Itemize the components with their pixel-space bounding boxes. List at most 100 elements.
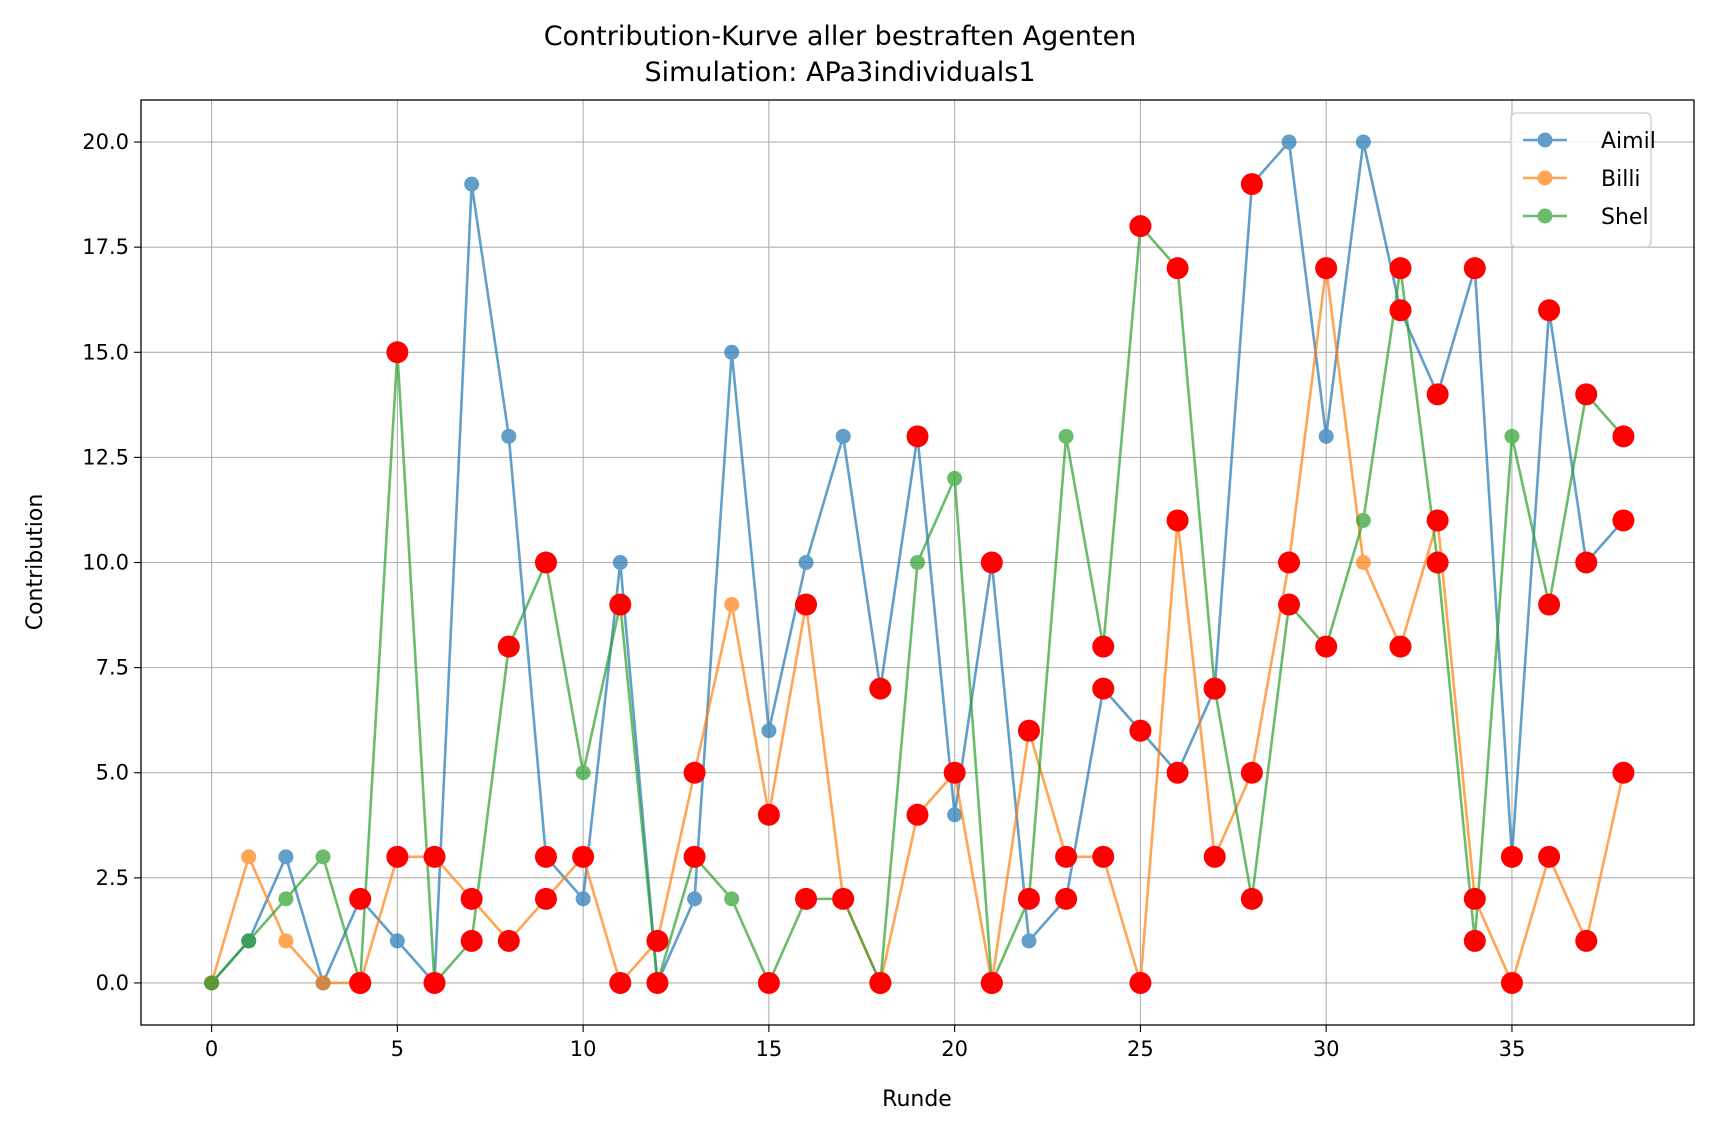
x-tick-label: 0: [205, 1037, 218, 1061]
legend-label: Billi: [1601, 167, 1641, 192]
punishment-marker: [609, 593, 632, 616]
punishment-marker: [349, 971, 372, 994]
data-point: [910, 555, 925, 570]
x-tick-label: 15: [756, 1037, 783, 1061]
data-point: [241, 933, 257, 949]
series-shel: [204, 218, 1631, 991]
legend-entry: [1523, 170, 1567, 186]
plot-frame: [140, 99, 1695, 1026]
punishment-marker: [757, 971, 780, 994]
punishment-marker: [980, 971, 1003, 994]
punishment-marker: [534, 845, 557, 868]
data-point: [278, 891, 294, 907]
punishment-marker: [1500, 845, 1523, 868]
punishment-marker: [1129, 971, 1152, 994]
y-axis-label: Contribution: [23, 494, 48, 631]
x-tick-label: 25: [1127, 1037, 1154, 1061]
punishment-marker: [1055, 845, 1078, 868]
punishment-marker: [423, 971, 446, 994]
punishment-marker: [906, 425, 929, 448]
punishment-marker: [683, 761, 706, 784]
punishment-marker: [1092, 635, 1115, 658]
legend-swatch-marker: [1537, 208, 1553, 224]
punishment-marker: [646, 971, 669, 994]
y-tick-label: 2.5: [96, 866, 129, 890]
data-point: [724, 891, 740, 907]
data-point: [278, 933, 294, 949]
data-point: [761, 723, 777, 739]
y-tick-label: 10.0: [82, 551, 129, 575]
punishment-marker: [534, 551, 557, 574]
y-tick-label: 12.5: [82, 445, 129, 469]
punishment-marker: [1315, 257, 1338, 280]
data-point: [575, 891, 591, 907]
y-tick-label: 5.0: [96, 761, 129, 785]
punishment-marker: [1017, 887, 1040, 910]
data-point: [315, 975, 331, 991]
data-point: [947, 470, 963, 486]
punishment-marker: [1315, 635, 1338, 658]
punishment-marker: [869, 677, 892, 700]
punishment-marker: [980, 551, 1003, 574]
x-tick-label: 30: [1313, 1037, 1340, 1061]
y-tick-label: 20.0: [82, 130, 129, 154]
y-tick-label: 15.0: [82, 340, 129, 364]
punishment-marker: [1426, 551, 1449, 574]
punishment-marker: [423, 845, 446, 868]
punishment-marker: [497, 635, 520, 658]
punishment-marker: [1240, 887, 1263, 910]
data-point: [612, 555, 628, 570]
data-point: [575, 765, 591, 781]
punishment-marker: [1278, 593, 1301, 616]
data-point: [241, 849, 257, 865]
x-axis-ticks: 0 5 10 15 20 25 30 35: [205, 1025, 1525, 1061]
punishment-marker: [386, 845, 409, 868]
punishment-marker: [1426, 509, 1449, 532]
punishment-marker: [1017, 719, 1040, 742]
punishment-marker: [1092, 845, 1115, 868]
punishment-marker: [1166, 509, 1189, 532]
punishment-marker: [534, 887, 557, 910]
punishment-marker: [1538, 299, 1561, 322]
punishment-marker: [1463, 887, 1486, 910]
punishment-marker: [1389, 257, 1412, 280]
punishment-marker: [1389, 635, 1412, 658]
punishment-marker: [1575, 929, 1598, 952]
punishment-marker: [1612, 509, 1635, 532]
punishment-marker: [1240, 761, 1263, 784]
data-point: [835, 428, 851, 444]
data-point: [1355, 134, 1371, 150]
punishment-marker: [1389, 299, 1412, 322]
punishment-marker: [757, 803, 780, 826]
data-point: [687, 891, 703, 907]
legend-entry: [1523, 132, 1567, 148]
punishment-marker: [1575, 383, 1598, 406]
punishment-marker: [906, 803, 929, 826]
punishment-marker: [349, 887, 372, 910]
punishment-marker: [609, 971, 632, 994]
punishment-marker: [1278, 551, 1301, 574]
punishment-marker: [832, 887, 855, 910]
legend-label: Shel: [1601, 205, 1649, 230]
punishment-marker: [1203, 677, 1226, 700]
punishment-markers: [349, 173, 1635, 994]
punishment-marker: [1055, 887, 1078, 910]
data-point: [1021, 933, 1037, 949]
punishment-marker: [1538, 845, 1561, 868]
legend-swatch-marker: [1537, 170, 1553, 186]
chart-title: Contribution-Kurve aller bestraften Agen…: [544, 21, 1137, 52]
data-point: [947, 807, 963, 823]
x-axis-label: Runde: [882, 1087, 952, 1112]
data-point: [501, 428, 517, 444]
legend-label: Aimil: [1601, 129, 1656, 154]
punishment-marker: [1463, 929, 1486, 952]
punishment-marker: [1240, 173, 1263, 196]
punishment-marker: [1166, 257, 1189, 280]
punishment-marker: [1612, 761, 1635, 784]
punishment-marker: [1575, 551, 1598, 574]
series-billi: [204, 260, 1631, 991]
punishment-marker: [1612, 425, 1635, 448]
legend-swatch-marker: [1537, 132, 1553, 148]
punishment-marker: [795, 593, 818, 616]
